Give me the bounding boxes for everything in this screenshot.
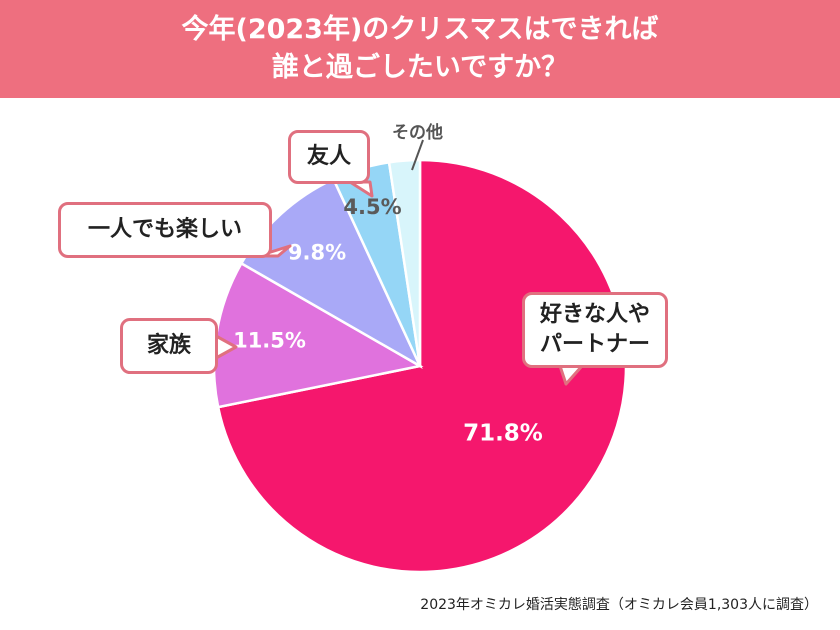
- callout-partner: 好きな人や パートナー: [522, 292, 668, 368]
- callout-family-label: 家族: [146, 333, 191, 358]
- value-label-family: 11.5%: [233, 329, 306, 353]
- callout-partner-line-2: パートナー: [539, 332, 650, 357]
- value-label-friends: 4.5%: [343, 195, 401, 219]
- value-label-partner: 71.8%: [463, 420, 543, 446]
- pie-slice-other: [387, 158, 422, 367]
- callout-family: 家族: [120, 318, 218, 374]
- callout-alone: 一人でも楽しい: [58, 202, 272, 258]
- callout-partner-line-1: 好きな人や: [539, 302, 650, 327]
- chart-title-line-1: 今年(2023年)のクリスマスはできれば: [181, 14, 659, 45]
- value-label-alone: 9.8%: [288, 241, 346, 265]
- callout-alone-label: 一人でも楽しい: [87, 217, 242, 242]
- chart-title-line-2: 誰と過ごしたいですか？: [271, 52, 569, 83]
- other-label: その他: [392, 123, 443, 143]
- source-note: 2023年オミカレ婚活実態調査（オミカレ会員1,303人に調査）: [420, 597, 818, 613]
- chart-title: 今年(2023年)のクリスマスはできれば 誰と過ごしたいですか？: [0, 0, 840, 98]
- other-leader-line: [411, 139, 424, 171]
- callout-friends: 友人: [288, 130, 370, 184]
- callout-friends-label: 友人: [306, 144, 351, 169]
